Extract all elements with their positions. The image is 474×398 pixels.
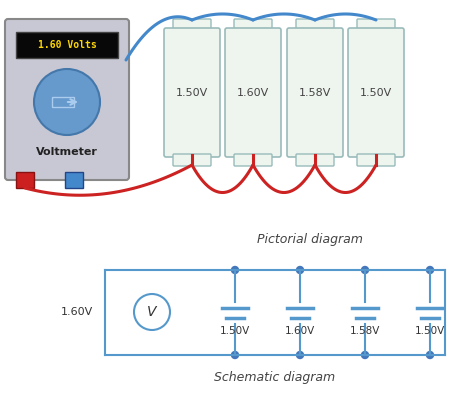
Text: 1.60V: 1.60V — [237, 88, 269, 98]
Text: 1.50V: 1.50V — [176, 88, 208, 98]
Circle shape — [231, 351, 238, 359]
Text: 1.50V: 1.50V — [415, 326, 445, 336]
Circle shape — [362, 267, 368, 273]
Circle shape — [427, 351, 434, 359]
FancyBboxPatch shape — [164, 28, 220, 157]
Circle shape — [297, 351, 303, 359]
FancyBboxPatch shape — [357, 154, 395, 166]
FancyBboxPatch shape — [348, 28, 404, 157]
Text: Schematic diagram: Schematic diagram — [214, 371, 336, 384]
FancyBboxPatch shape — [173, 19, 211, 31]
Text: 1.50V: 1.50V — [220, 326, 250, 336]
Text: V: V — [147, 305, 157, 319]
Text: 1.60 Volts: 1.60 Volts — [37, 40, 96, 50]
Bar — [65, 172, 83, 188]
FancyBboxPatch shape — [5, 19, 129, 180]
FancyBboxPatch shape — [287, 28, 343, 157]
Circle shape — [362, 351, 368, 359]
Text: 1.60V: 1.60V — [285, 326, 315, 336]
Bar — [16, 32, 118, 58]
Text: 1.60V: 1.60V — [61, 307, 93, 317]
FancyBboxPatch shape — [234, 19, 272, 31]
FancyBboxPatch shape — [225, 28, 281, 157]
Bar — [52, 97, 74, 107]
Text: 1.58V: 1.58V — [350, 326, 380, 336]
Circle shape — [231, 267, 238, 273]
FancyBboxPatch shape — [296, 154, 334, 166]
Text: 1.58V: 1.58V — [299, 88, 331, 98]
FancyBboxPatch shape — [357, 19, 395, 31]
Text: 1.50V: 1.50V — [360, 88, 392, 98]
Circle shape — [34, 69, 100, 135]
Circle shape — [134, 294, 170, 330]
FancyBboxPatch shape — [296, 19, 334, 31]
FancyBboxPatch shape — [173, 154, 211, 166]
Text: Voltmeter: Voltmeter — [36, 147, 98, 157]
Bar — [16, 172, 34, 188]
Circle shape — [297, 267, 303, 273]
FancyBboxPatch shape — [234, 154, 272, 166]
Text: Pictorial diagram: Pictorial diagram — [257, 234, 363, 246]
Circle shape — [427, 267, 434, 273]
